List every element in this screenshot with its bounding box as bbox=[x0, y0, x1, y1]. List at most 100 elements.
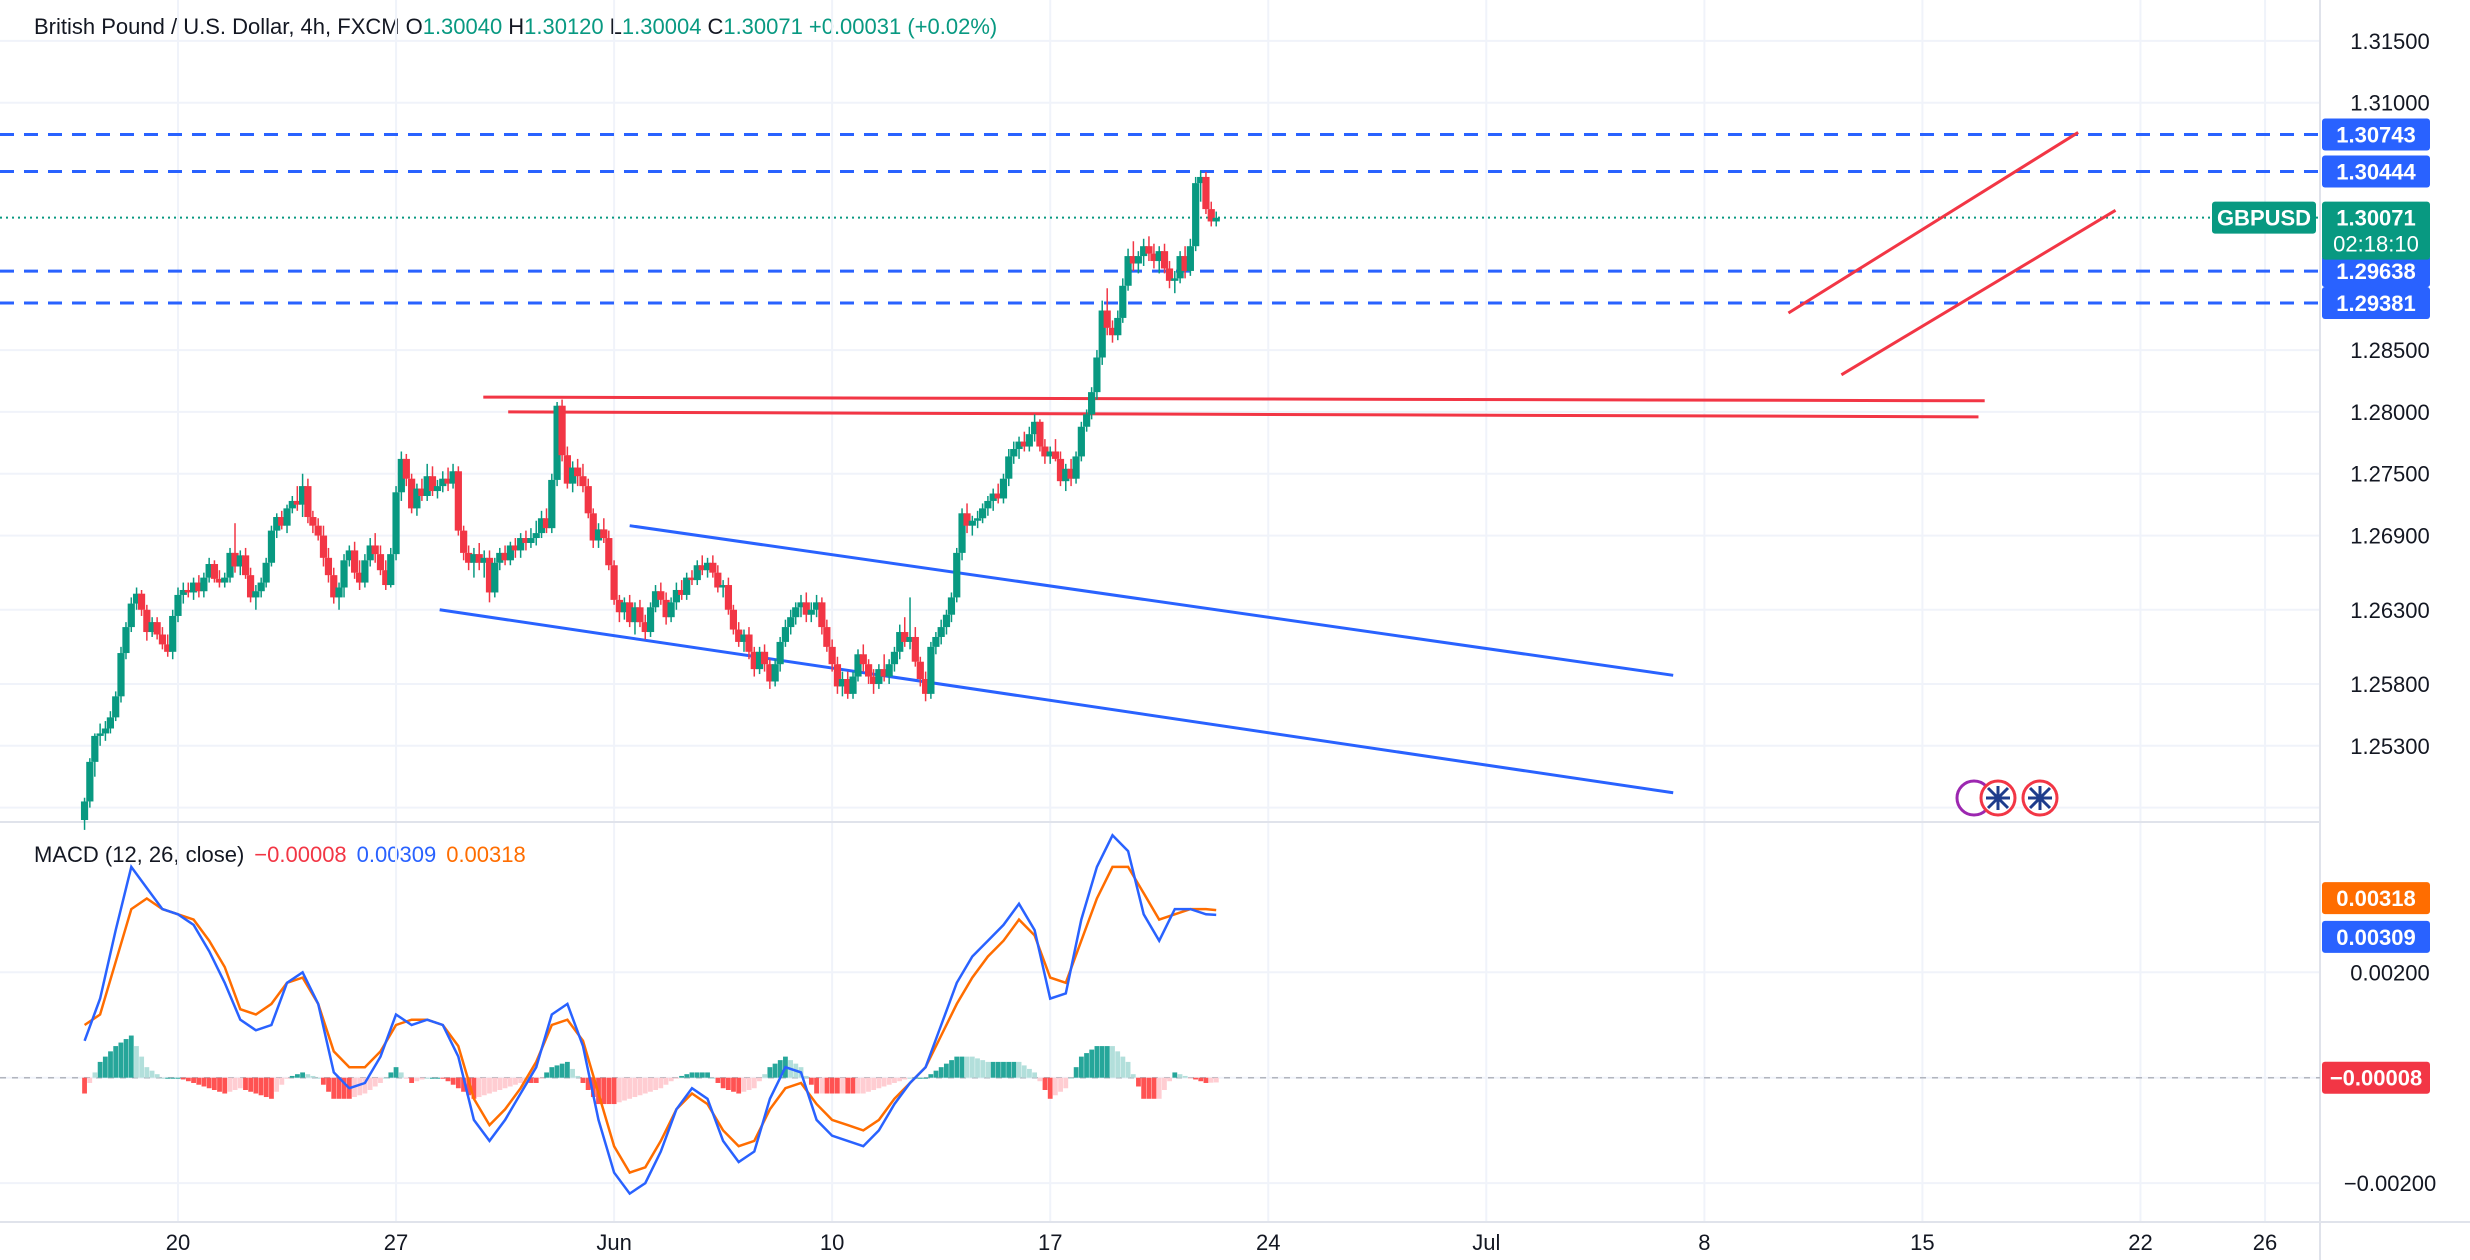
time-axis[interactable]: 20 27 Jun 10 17 24 Jul 8 15 22 26 bbox=[166, 1230, 2278, 1255]
candle-up bbox=[1155, 251, 1163, 262]
resistance-line[interactable] bbox=[483, 395, 1985, 403]
event-icons[interactable] bbox=[1955, 779, 2059, 817]
candle-down bbox=[864, 664, 873, 677]
macd-histogram-bar bbox=[289, 1075, 295, 1078]
macd-histogram-bar bbox=[975, 1058, 980, 1078]
candle-up bbox=[1124, 256, 1132, 286]
time-tick-label: 24 bbox=[1256, 1230, 1280, 1255]
macd-histogram-bar bbox=[757, 1077, 762, 1082]
candle-down bbox=[454, 471, 462, 531]
macd-histogram-bar bbox=[668, 1077, 674, 1082]
candle-up bbox=[132, 593, 141, 604]
macd-histogram-bar bbox=[1167, 1077, 1173, 1082]
candle-up bbox=[257, 582, 265, 592]
candle-up bbox=[1134, 256, 1142, 264]
candle-up bbox=[979, 508, 987, 519]
macd-histogram-bar bbox=[684, 1074, 690, 1078]
macd-title: MACD (12, 26, close) bbox=[34, 842, 245, 867]
candle-down bbox=[833, 664, 842, 687]
macd-histogram-bar bbox=[1063, 1077, 1069, 1089]
candle-up bbox=[200, 577, 208, 592]
macd-axis[interactable]: 0.00200 −0.00200 bbox=[2344, 960, 2436, 1196]
macd-histogram-bar bbox=[892, 1077, 897, 1083]
macd-histogram-bar bbox=[82, 1077, 87, 1094]
candle-up bbox=[283, 508, 291, 526]
price-axis[interactable]: 1.31500 1.31000 1.28500 1.28000 1.27500 1.269… bbox=[2350, 29, 2430, 759]
uk-flag-icon-cross bbox=[1986, 786, 2010, 810]
macd-histogram-bar bbox=[824, 1077, 830, 1094]
candle-up bbox=[906, 636, 914, 642]
time-tick-label: 20 bbox=[166, 1230, 190, 1255]
resistance-line[interactable] bbox=[508, 410, 1979, 419]
macd-histogram-bar bbox=[1125, 1061, 1131, 1078]
rising-channel-upper[interactable] bbox=[1787, 131, 2079, 315]
candle-down bbox=[1036, 421, 1044, 447]
macd-histogram-bar bbox=[746, 1077, 752, 1090]
descending-channel-upper[interactable] bbox=[629, 524, 1674, 677]
candle-up bbox=[96, 733, 104, 736]
macd-histogram-bar bbox=[108, 1051, 113, 1078]
candle-up bbox=[932, 636, 940, 647]
candle-down bbox=[164, 644, 172, 652]
macd-histogram-bar bbox=[139, 1056, 145, 1078]
macd-histogram-bar bbox=[185, 1077, 191, 1082]
macd-hist-badge-label: −0.00008 bbox=[2330, 1066, 2422, 1091]
candle-up bbox=[335, 587, 343, 598]
descending-channel-lower[interactable] bbox=[439, 608, 1674, 795]
ohlc-open: O1.30040 bbox=[405, 14, 503, 39]
macd-histogram-bar bbox=[1177, 1074, 1183, 1078]
candle-down bbox=[1103, 310, 1111, 328]
candle-up bbox=[1176, 256, 1184, 279]
candle-up bbox=[439, 478, 447, 487]
candle-up bbox=[1197, 176, 1205, 184]
macd-histogram-bar bbox=[580, 1077, 586, 1083]
candle-up bbox=[885, 664, 893, 677]
candle-up bbox=[1046, 451, 1054, 457]
macd-histogram-bar bbox=[964, 1056, 970, 1078]
macd-histogram-bar bbox=[1084, 1053, 1089, 1078]
macd-histogram-bar bbox=[435, 1077, 440, 1079]
candle-down bbox=[402, 458, 410, 479]
macd-histogram-bar bbox=[232, 1077, 238, 1090]
macd-histogram-bar bbox=[985, 1061, 991, 1078]
trendlines[interactable] bbox=[439, 131, 2117, 795]
macd-histogram-bar bbox=[404, 1077, 409, 1079]
macd-histogram-bar bbox=[653, 1077, 659, 1090]
macd-histogram-bar bbox=[533, 1077, 539, 1083]
macd-histogram-bar bbox=[897, 1077, 903, 1082]
candle-down bbox=[1165, 268, 1174, 281]
macd-histogram-bar bbox=[648, 1077, 653, 1092]
candle-up bbox=[693, 565, 701, 581]
candle-up bbox=[122, 627, 130, 654]
macd-signal-badge-label: 0.00318 bbox=[2336, 886, 2416, 911]
rising-channel-lower[interactable] bbox=[1840, 209, 2117, 377]
macd-histogram-bar bbox=[1172, 1072, 1178, 1078]
macd-histogram-bar bbox=[814, 1077, 819, 1094]
candle-up bbox=[361, 560, 369, 583]
level-badge-label: 1.29638 bbox=[2336, 259, 2416, 284]
candle-up bbox=[1010, 449, 1018, 457]
macd-histogram-bar bbox=[336, 1077, 342, 1099]
candle-up bbox=[480, 557, 488, 563]
macd-histogram-bar bbox=[855, 1077, 861, 1094]
macd-histogram-bar bbox=[1203, 1077, 1209, 1083]
candle-up bbox=[651, 591, 660, 608]
macd-histogram-bar bbox=[429, 1077, 435, 1079]
macd-histogram-bar bbox=[471, 1077, 477, 1099]
candle-down bbox=[750, 651, 758, 670]
candle-up bbox=[755, 651, 764, 670]
macd-histogram-bar bbox=[492, 1077, 498, 1092]
candle-up bbox=[1062, 468, 1070, 482]
macd-histogram-bar bbox=[134, 1046, 139, 1078]
candle-down bbox=[444, 478, 452, 484]
candle-up bbox=[537, 518, 546, 534]
candle-up bbox=[496, 552, 504, 563]
candle-down bbox=[511, 545, 519, 551]
candle-down bbox=[418, 488, 426, 496]
candle-up bbox=[942, 614, 951, 628]
candle-up bbox=[854, 654, 862, 677]
candle-down bbox=[460, 530, 468, 553]
candle-down bbox=[600, 529, 608, 539]
macd-histogram-bar bbox=[1058, 1077, 1063, 1092]
